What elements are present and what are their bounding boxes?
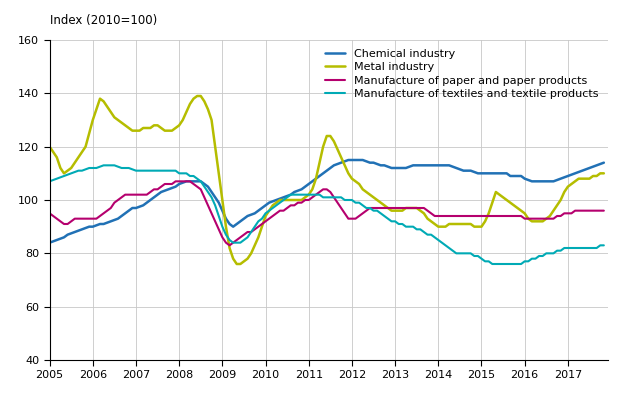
Metal industry xyxy=(600,171,608,176)
Manufacture of paper and paper products xyxy=(553,214,560,218)
Legend: Chemical industry, Metal industry, Manufacture of paper and paper products, Manu: Chemical industry, Metal industry, Manuf… xyxy=(322,46,602,102)
Manufacture of textiles and textile products xyxy=(435,238,442,242)
Chemical industry xyxy=(586,166,593,170)
Line: Chemical industry: Chemical industry xyxy=(50,160,604,243)
Chemical industry xyxy=(435,163,442,168)
Manufacture of textiles and textile products xyxy=(553,248,560,253)
Manufacture of textiles and textile products xyxy=(600,243,608,248)
Metal industry xyxy=(233,262,241,266)
Manufacture of paper and paper products xyxy=(172,179,179,184)
Manufacture of paper and paper products xyxy=(319,187,327,192)
Metal industry xyxy=(546,214,554,218)
Manufacture of paper and paper products xyxy=(226,243,233,248)
Text: Index (2010=100): Index (2010=100) xyxy=(50,14,157,27)
Manufacture of paper and paper products xyxy=(546,216,554,221)
Chemical industry xyxy=(542,179,550,184)
Manufacture of textiles and textile products xyxy=(590,246,597,250)
Metal industry xyxy=(590,174,597,178)
Metal industry xyxy=(517,208,525,213)
Manufacture of paper and paper products xyxy=(590,208,597,213)
Chemical industry xyxy=(600,160,608,165)
Manufacture of textiles and textile products xyxy=(489,262,496,266)
Line: Manufacture of paper and paper products: Manufacture of paper and paper products xyxy=(50,181,604,245)
Chemical industry xyxy=(312,176,320,181)
Metal industry xyxy=(319,144,327,149)
Chemical industry xyxy=(550,179,557,184)
Metal industry xyxy=(553,203,560,208)
Metal industry xyxy=(193,94,201,98)
Line: Metal industry: Metal industry xyxy=(50,96,604,264)
Manufacture of paper and paper products xyxy=(517,214,525,218)
Manufacture of textiles and textile products xyxy=(100,163,107,168)
Chemical industry xyxy=(514,174,521,178)
Manufacture of textiles and textile products xyxy=(517,262,525,266)
Manufacture of textiles and textile products xyxy=(316,192,323,197)
Manufacture of paper and paper products xyxy=(438,214,446,218)
Manufacture of textiles and textile products xyxy=(546,251,554,256)
Chemical industry xyxy=(345,158,352,162)
Metal industry xyxy=(438,224,446,229)
Line: Manufacture of textiles and textile products: Manufacture of textiles and textile prod… xyxy=(50,165,604,264)
Manufacture of paper and paper products xyxy=(46,211,53,216)
Manufacture of textiles and textile products xyxy=(46,179,53,184)
Manufacture of paper and paper products xyxy=(600,208,608,213)
Metal industry xyxy=(46,144,53,149)
Chemical industry xyxy=(46,240,53,245)
